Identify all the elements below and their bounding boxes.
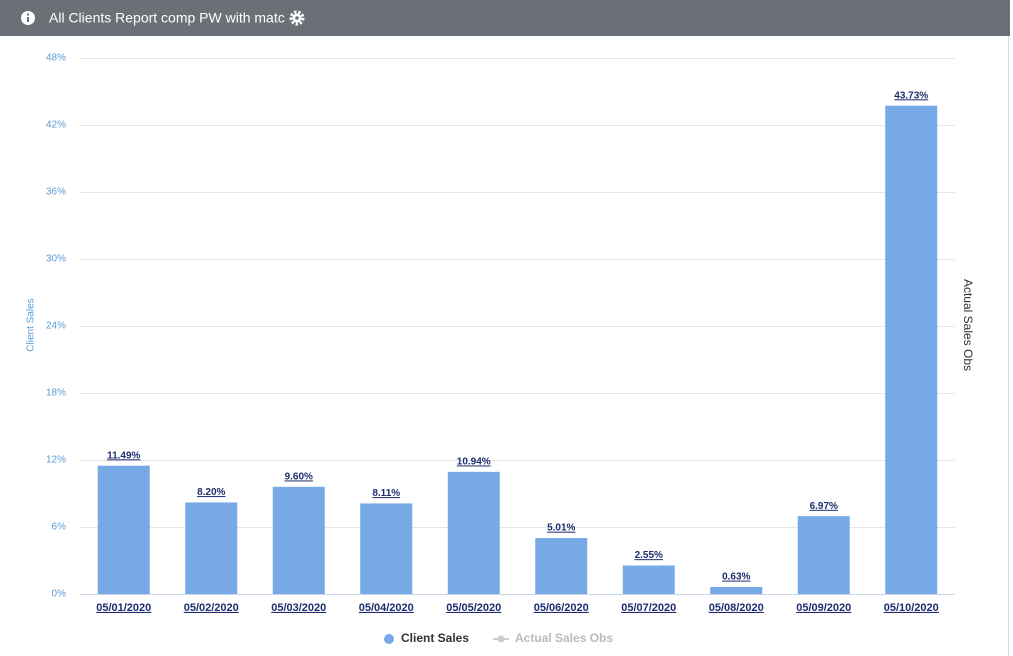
info-icon[interactable] (21, 11, 35, 25)
x-tick-label: 05/04/2020 (359, 602, 414, 614)
data-label: 10.94% (457, 456, 491, 467)
data-label: 11.49% (107, 450, 140, 461)
y-tick-label: 30% (46, 254, 66, 265)
y-tick-label: 42% (46, 120, 66, 131)
legend-label: Actual Sales Obs (515, 631, 613, 645)
x-tick-label: 05/07/2020 (621, 602, 676, 614)
legend-marker (497, 635, 505, 643)
x-tick-label: 05/03/2020 (271, 602, 326, 614)
legend-marker (384, 634, 394, 644)
y2-axis-title: Actual Sales Obs (961, 279, 975, 371)
y-tick-label: 18% (46, 388, 66, 399)
bar (885, 105, 938, 594)
y-tick-label: 6% (52, 522, 67, 533)
x-tick-label: 05/05/2020 (446, 602, 501, 614)
bar (272, 486, 325, 594)
data-label: 9.60% (285, 471, 313, 482)
data-label: 5.01% (547, 523, 575, 534)
bar (97, 465, 150, 594)
data-label: 2.55% (635, 550, 663, 561)
legend-label: Client Sales (401, 631, 469, 645)
header-bar (0, 0, 1010, 36)
data-label: 43.73% (894, 90, 928, 101)
y-tick-label: 0% (52, 589, 67, 600)
data-label: 8.20% (197, 487, 225, 498)
bar (447, 471, 500, 594)
bar (535, 538, 588, 594)
data-label: 8.11% (372, 488, 400, 499)
bar (797, 516, 850, 594)
bar (360, 503, 413, 594)
header-title: All Clients Report comp PW with matc (49, 10, 285, 26)
bar (622, 565, 675, 594)
x-tick-label: 05/06/2020 (534, 602, 589, 614)
y-tick-label: 48% (46, 53, 66, 64)
bar (185, 502, 238, 594)
bar (710, 586, 763, 594)
x-tick-label: 05/01/2020 (96, 602, 151, 614)
y-tick-label: 36% (46, 187, 66, 198)
data-label: 0.63% (722, 572, 750, 583)
data-label: 6.97% (810, 501, 838, 512)
y-tick-label: 24% (46, 321, 66, 332)
y-axis-title: Client Sales (26, 298, 37, 351)
x-tick-label: 05/08/2020 (709, 602, 764, 614)
x-tick-label: 05/10/2020 (884, 602, 939, 614)
x-tick-label: 05/02/2020 (184, 602, 239, 614)
settings-icon[interactable] (289, 10, 305, 26)
y-tick-label: 12% (46, 455, 66, 466)
x-tick-label: 05/09/2020 (796, 602, 851, 614)
